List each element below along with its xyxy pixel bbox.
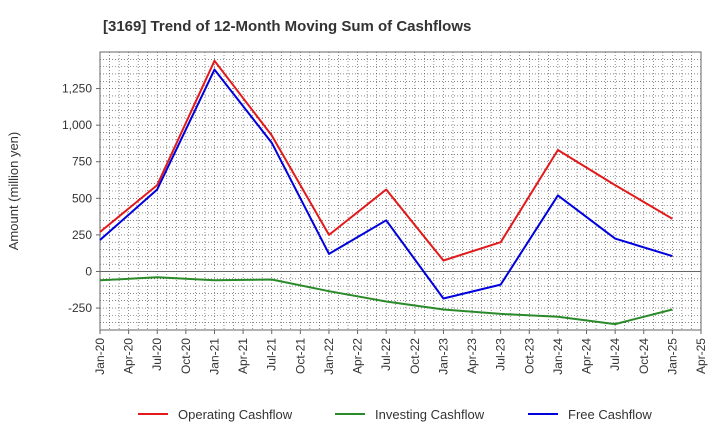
legend-label: Operating Cashflow — [178, 407, 293, 422]
y-axis-label: Amount (million yen) — [6, 132, 21, 251]
y-tick-label: 1,000 — [62, 118, 92, 132]
x-tick-label: Jul-24 — [608, 338, 622, 371]
y-tick-label: 250 — [72, 228, 92, 242]
x-tick-label: Apr-22 — [351, 338, 365, 374]
x-tick-label: Oct-23 — [522, 338, 536, 374]
y-tick-label: 500 — [72, 191, 92, 205]
x-tick-label: Jan-22 — [322, 338, 336, 375]
plot-area: -250 0 250 500 750 1,000 1,250 Jan-20 Apr-20 Jul-… — [62, 51, 708, 375]
y-tick-label: 0 — [85, 264, 92, 278]
legend-label: Investing Cashflow — [375, 407, 485, 422]
x-tick-label: Apr-25 — [694, 338, 708, 374]
y-tick-label: 1,250 — [62, 82, 92, 96]
legend: Operating Cashflow Investing Cashflow Free… — [138, 407, 652, 422]
x-tick-label: Jan-20 — [93, 338, 107, 375]
x-tick-label: Oct-22 — [408, 338, 422, 374]
plot-frame — [99, 51, 702, 331]
x-tick-label: Jan-21 — [207, 338, 221, 375]
chart-title: [3169] Trend of 12-Month Moving Sum of C… — [103, 18, 471, 35]
x-tick-label: Jul-22 — [379, 338, 393, 371]
x-tick-label: Jan-24 — [551, 338, 565, 375]
series-line — [99, 276, 673, 326]
x-tick-label: Oct-24 — [637, 338, 651, 374]
x-tick-label: Apr-24 — [580, 338, 594, 374]
x-tick-label: Oct-20 — [179, 338, 193, 374]
x-tick-label: Apr-23 — [465, 338, 479, 374]
x-tick-label: Jul-20 — [150, 338, 164, 371]
series-line — [99, 68, 673, 300]
x-tick-label: Apr-21 — [236, 338, 250, 374]
x-tick-label: Apr-20 — [122, 338, 136, 374]
series-line — [99, 59, 673, 262]
x-tick-label: Oct-21 — [293, 338, 307, 374]
x-tick-label: Jul-21 — [265, 338, 279, 371]
x-tick-label: Jul-23 — [494, 338, 508, 371]
y-tick-label: -250 — [68, 301, 92, 315]
y-tick-label: 750 — [72, 155, 92, 169]
legend-label: Free Cashflow — [568, 407, 652, 422]
x-tick-label: Jan-23 — [436, 338, 450, 375]
x-tick-label: Jan-25 — [665, 338, 679, 375]
